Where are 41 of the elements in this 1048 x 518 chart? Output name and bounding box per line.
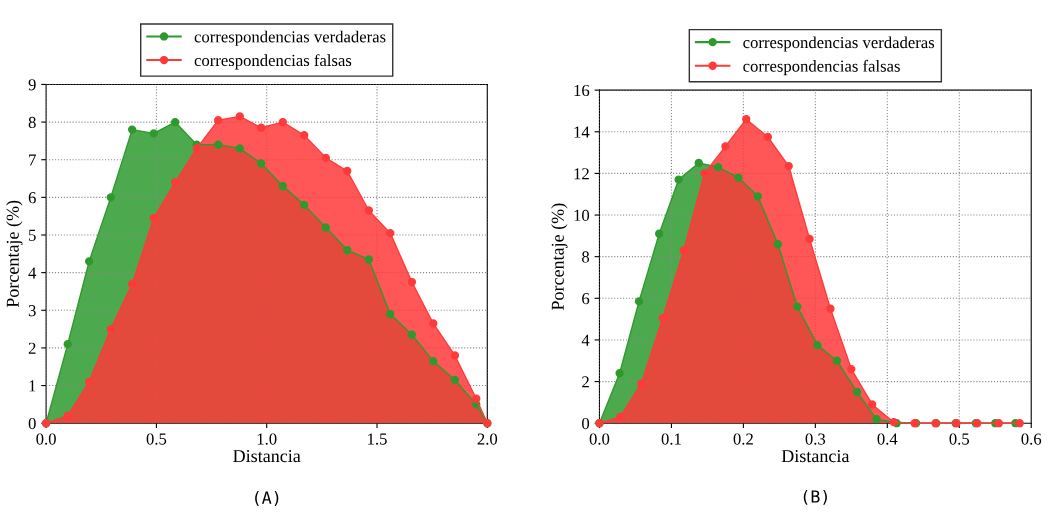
y-tick-label: 7: [29, 154, 36, 166]
x-tick-label: 0.0: [36, 433, 56, 445]
legend-label: correspondencias falsas: [743, 59, 900, 76]
y-tick-label: 10: [574, 209, 590, 221]
x-tick-label: 0.1: [661, 433, 681, 445]
x-tick-label: 0.6: [1021, 433, 1042, 445]
y-tick-label: 14: [574, 126, 590, 138]
text: (A): [255, 491, 279, 506]
x-tick-label: 1.0: [257, 433, 277, 445]
y-tick-label: 6: [582, 293, 590, 305]
x-tick-label: 0.5: [949, 433, 970, 445]
x-tick-label: 0.5: [146, 433, 167, 445]
y-tick-label: 0: [28, 417, 36, 430]
x-axis-title: Distancia: [233, 450, 301, 463]
y-tick-label: 8: [28, 116, 36, 129]
y-tick-label: 0: [582, 417, 590, 430]
y-tick-label: 2: [28, 342, 36, 354]
y-axis-title: Porcentaje (%): [6, 200, 23, 308]
x-tick-label: 1.5: [368, 433, 387, 445]
y-tick-label: 16: [574, 84, 590, 97]
y-tick-label: 4: [28, 267, 37, 279]
y-tick-label: 1: [29, 380, 36, 392]
x-tick-label: 2.0: [477, 433, 498, 445]
legend-label: correspondencias verdaderas: [194, 30, 386, 46]
y-tick-label: 4: [581, 334, 590, 346]
x-tick-label: 0.0: [589, 433, 610, 445]
x-tick-label: 0.2: [733, 433, 753, 445]
y-tick-label: 9: [28, 79, 36, 91]
legend-label: correspondencias verdaderas: [743, 36, 935, 52]
y-tick-label: 12: [574, 168, 589, 180]
y-tick-label: 8: [582, 251, 590, 263]
y-tick-label: 3: [28, 305, 36, 317]
y-tick-label: 2: [582, 376, 589, 388]
x-tick-label: 0.4: [877, 433, 898, 445]
x-tick-label: 0.3: [805, 433, 826, 445]
y-tick-label: 6: [28, 192, 36, 204]
text: (B): [803, 489, 827, 505]
x-axis-title: Distancia: [781, 450, 850, 463]
y-tick-label: 5: [29, 229, 36, 241]
y-axis-title: Porcentaje (%): [551, 203, 568, 311]
legend-label: correspondencias falsas: [194, 54, 352, 70]
